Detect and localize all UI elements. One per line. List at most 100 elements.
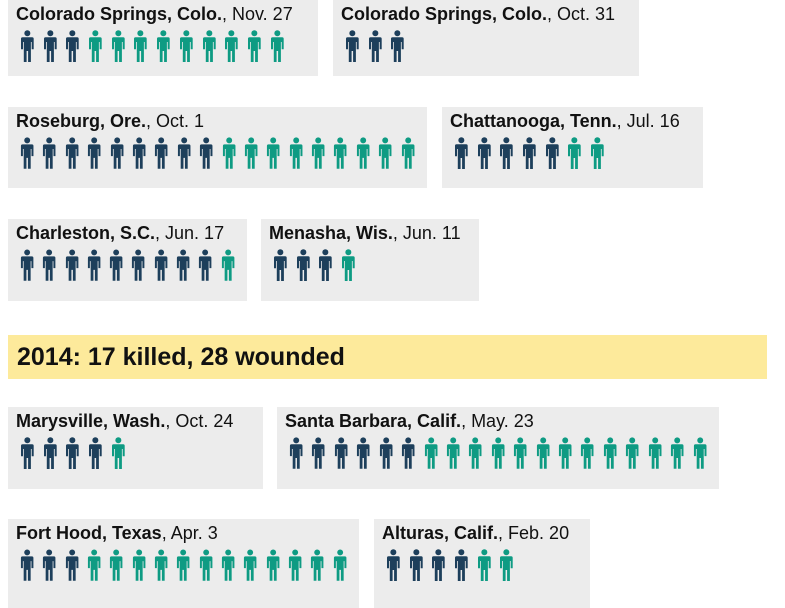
person-killed-icon <box>110 249 123 281</box>
person-wounded-icon <box>334 137 347 169</box>
person-wounded-icon <box>536 437 550 469</box>
person-wounded-icon <box>111 437 125 469</box>
incident-date: , May. 23 <box>461 411 534 431</box>
person-killed-icon <box>20 249 34 281</box>
person-killed-icon <box>455 549 468 581</box>
incident-place: Fort Hood, Texas <box>16 523 162 543</box>
person-killed-icon <box>409 549 423 581</box>
incident-place: Colorado Springs, Colo. <box>16 4 222 24</box>
person-killed-icon <box>289 437 303 469</box>
person-wounded-icon <box>693 437 707 469</box>
incident-place: Roseburg, Ore. <box>16 111 147 131</box>
incident-card-roseburg: Roseburg, Ore., Oct. 1 <box>8 107 427 188</box>
incident-card-menasha: Menasha, Wis., Jun. 11 <box>261 219 479 301</box>
incident-title: Colorado Springs, Colo., Oct. 31 <box>341 4 631 24</box>
person-wounded-icon <box>177 549 190 581</box>
incident-card-santa-barbara: Santa Barbara, Calif., May. 23 <box>277 407 719 489</box>
person-killed-icon <box>357 437 370 469</box>
person-killed-icon <box>155 137 168 169</box>
casualty-icons <box>269 249 471 281</box>
person-killed-icon <box>368 30 382 62</box>
person-killed-icon <box>273 249 287 281</box>
incident-title: Colorado Springs, Colo., Nov. 27 <box>16 4 310 24</box>
person-killed-icon <box>200 137 213 169</box>
incident-title: Santa Barbara, Calif., May. 23 <box>285 411 711 431</box>
person-killed-icon <box>312 437 325 469</box>
incident-date: , Nov. 27 <box>222 4 293 24</box>
incident-title: Marysville, Wash., Oct. 24 <box>16 411 255 431</box>
casualty-icons <box>382 549 582 581</box>
person-killed-icon <box>20 137 34 169</box>
incident-title: Fort Hood, Texas, Apr. 3 <box>16 523 351 543</box>
incident-place: Marysville, Wash. <box>16 411 166 431</box>
person-killed-icon <box>43 549 56 581</box>
person-wounded-icon <box>311 549 324 581</box>
incident-card-marysville: Marysville, Wash., Oct. 24 <box>8 407 263 489</box>
person-wounded-icon <box>89 30 102 62</box>
person-killed-icon <box>477 137 491 169</box>
incident-date: , Apr. 3 <box>161 523 218 543</box>
person-wounded-icon <box>134 30 148 62</box>
person-wounded-icon <box>568 137 582 169</box>
person-killed-icon <box>402 437 415 469</box>
person-killed-icon <box>432 549 446 581</box>
incident-card-colorado-springs-oct31: Colorado Springs, Colo., Oct. 31 <box>333 0 639 76</box>
incident-card-charleston: Charleston, S.C., Jun. 17 <box>8 219 247 301</box>
incident-title: Roseburg, Ore., Oct. 1 <box>16 111 419 131</box>
person-wounded-icon <box>132 549 146 581</box>
person-wounded-icon <box>379 137 392 169</box>
person-wounded-icon <box>111 30 125 62</box>
person-wounded-icon <box>477 549 491 581</box>
incident-place: Alturas, Calif. <box>382 523 499 543</box>
person-wounded-icon <box>500 549 514 581</box>
person-wounded-icon <box>288 549 302 581</box>
person-killed-icon <box>65 249 78 281</box>
incident-card-colorado-springs-nov27: Colorado Springs, Colo., Nov. 27 <box>8 0 318 76</box>
incident-place: Colorado Springs, Colo. <box>341 4 547 24</box>
person-killed-icon <box>345 30 359 62</box>
casualty-icons <box>16 549 351 581</box>
year-summary-banner: 2014: 17 killed, 28 wounded <box>8 335 767 379</box>
person-wounded-icon <box>110 549 123 581</box>
person-wounded-icon <box>424 437 438 469</box>
person-killed-icon <box>545 137 559 169</box>
person-killed-icon <box>43 437 57 469</box>
person-wounded-icon <box>401 137 415 169</box>
person-killed-icon <box>523 137 536 169</box>
person-wounded-icon <box>333 549 347 581</box>
person-killed-icon <box>391 30 405 62</box>
person-killed-icon <box>199 249 212 281</box>
person-wounded-icon <box>221 549 235 581</box>
person-wounded-icon <box>199 549 213 581</box>
person-killed-icon <box>43 249 56 281</box>
person-wounded-icon <box>154 549 168 581</box>
incident-place: Chattanooga, Tenn. <box>450 111 617 131</box>
person-wounded-icon <box>270 30 284 62</box>
person-wounded-icon <box>603 437 617 469</box>
person-killed-icon <box>20 30 34 62</box>
person-wounded-icon <box>289 137 303 169</box>
person-killed-icon <box>132 249 145 281</box>
incident-date: , Oct. 31 <box>547 4 616 24</box>
casualty-icons <box>16 30 310 62</box>
casualty-icons <box>285 437 711 469</box>
casualty-icons <box>16 437 255 469</box>
person-wounded-icon <box>312 137 325 169</box>
casualty-icons <box>450 137 695 169</box>
person-killed-icon <box>334 437 348 469</box>
incident-title: Alturas, Calif., Feb. 20 <box>382 523 582 543</box>
person-wounded-icon <box>222 137 235 169</box>
incident-date: , Oct. 1 <box>146 111 205 131</box>
person-killed-icon <box>177 137 191 169</box>
casualty-icons <box>16 249 239 281</box>
person-killed-icon <box>454 137 468 169</box>
person-killed-icon <box>87 249 101 281</box>
incident-title: Chattanooga, Tenn., Jul. 16 <box>450 111 695 131</box>
person-wounded-icon <box>342 249 355 281</box>
person-killed-icon <box>43 30 57 62</box>
person-killed-icon <box>500 137 514 169</box>
person-killed-icon <box>65 549 79 581</box>
person-wounded-icon <box>491 437 505 469</box>
incident-date: , Jun. 17 <box>155 223 225 243</box>
incident-card-chattanooga: Chattanooga, Tenn., Jul. 16 <box>442 107 703 188</box>
